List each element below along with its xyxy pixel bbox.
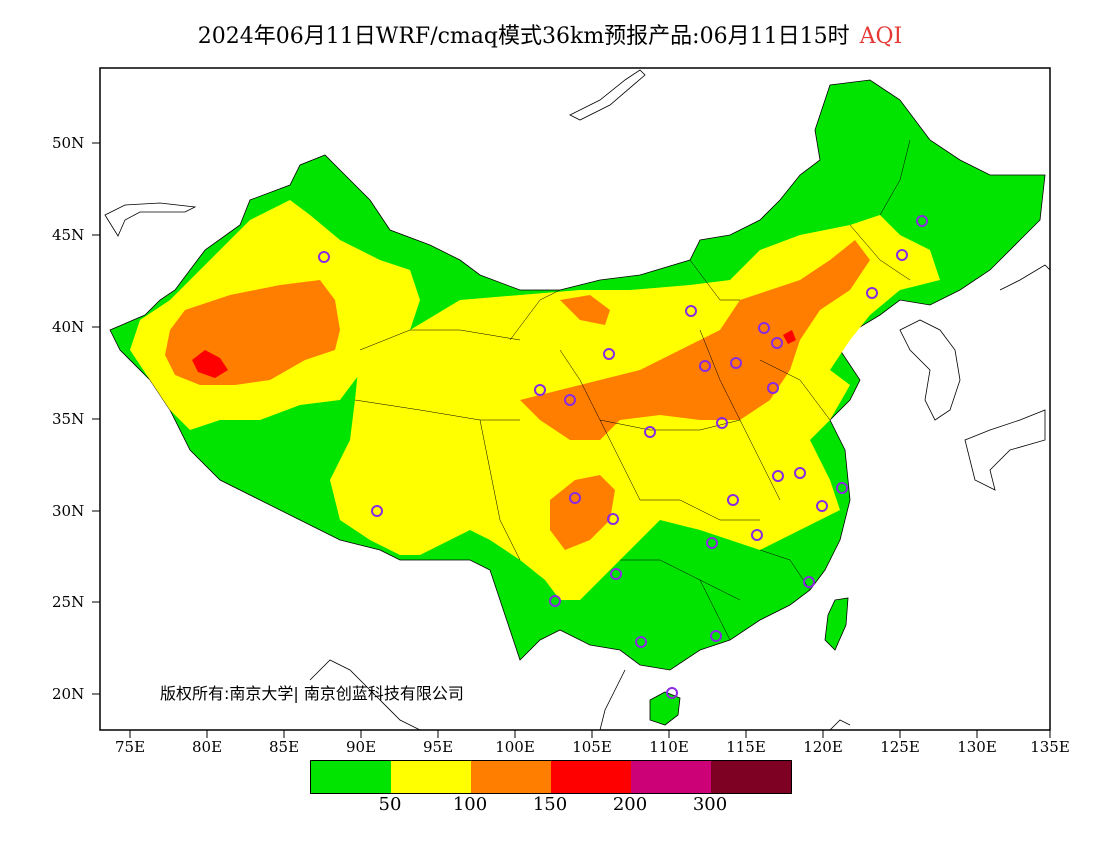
legend-label-100: 100 [452,794,488,815]
map-title: 2024年06月11日WRF/cmaq模式36km预报产品:06月11日15时 A… [0,18,1100,50]
unhealthy-taklamakan [192,350,228,378]
legend-swatch-sensitive [471,761,551,793]
station-urumqi [318,251,330,263]
lon-label-95: 95E [422,738,454,756]
legend-label-150: 150 [532,794,568,815]
station-changsha [706,537,718,549]
station-jinan [767,382,779,394]
lat-label-50: 50N [52,134,85,152]
station-lanzhou [564,394,576,406]
lon-label-100: 100E [495,738,535,756]
unhealthy-tianjin [783,330,796,344]
station-fuzhou [803,576,815,588]
lon-label-105: 105E [572,738,612,756]
station-yinchuan [603,348,615,360]
station-xian [644,426,656,438]
legend-label-300: 300 [692,794,728,815]
axis-ticks [92,142,1051,738]
caspian-coastline [104,202,197,237]
hainan-island [649,691,681,726]
station-haikou [666,687,678,699]
lat-label-25: 25N [52,593,85,611]
copyright-text: 版权所有:南京大学| 南京创蓝科技有限公司 [160,684,464,703]
sensitive-north [520,240,870,440]
aqi-legend [310,760,792,794]
lon-label-75: 75E [114,738,146,756]
lat-label-20: 20N [52,685,85,703]
station-wuhan [727,494,739,506]
station-shenyang [866,287,878,299]
legend-swatch-very-unhealthy [631,761,711,793]
sensitive-gansu [560,295,610,325]
monitoring-stations [318,215,928,699]
station-guangzhou [710,630,722,642]
lon-label-135: 135E [1030,738,1070,756]
title-main: 2024年06月11日WRF/cmaq模式36km预报产品:06月11日15时 [197,24,850,49]
korea-coastline [899,319,961,421]
legend-label-200: 200 [612,794,648,815]
station-hefei [772,470,784,482]
lon-label-125: 125E [880,738,920,756]
legend-swatch-unhealthy [551,761,631,793]
legend-label-50: 50 [378,794,402,815]
station-nanning [635,636,647,648]
lon-label-115: 115E [726,738,766,756]
station-harbin [916,215,928,227]
lat-label-30: 30N [52,502,85,520]
station-taiyuan [699,360,711,372]
station-guiyang [610,568,622,580]
legend-swatch-moderate [391,761,471,793]
station-chengdu [569,492,581,504]
philippines-coastline [829,719,851,730]
lon-label-90: 90E [345,738,377,756]
station-lhasa [371,505,383,517]
station-tianjin [771,337,783,349]
legend-swatch-hazardous [711,761,791,793]
title-accent: AQI [859,24,903,49]
station-shanghai [836,482,848,494]
province-boundaries [354,139,911,641]
station-kunming [549,595,561,607]
station-hohhot [685,305,697,317]
sensitive-sichuan [550,475,615,550]
station-changchun [896,249,908,261]
lat-label-35: 35N [52,410,85,428]
station-zhengzhou [716,417,728,429]
station-hangzhou [816,500,828,512]
station-nanchang [751,529,763,541]
lon-label-80: 80E [191,738,223,756]
vietnam-coastline [599,669,626,730]
lon-label-120: 120E [803,738,843,756]
sakhalin-coastline [569,69,646,121]
lon-label-85: 85E [268,738,300,756]
lat-label-45: 45N [52,226,85,244]
lon-label-110: 110E [649,738,689,756]
station-beijing [758,322,770,334]
legend-swatch-good [311,761,391,793]
indochina-coastline [309,659,421,730]
lat-label-40: 40N [52,318,85,336]
russia-coastline [999,264,1050,291]
station-xining [534,384,546,396]
station-shijiazhuang [730,357,742,369]
station-chongqing [607,513,619,525]
japan-coastline [964,409,1046,491]
lon-label-130: 130E [957,738,997,756]
taiwan-island [824,597,849,651]
station-nanjing [794,467,806,479]
